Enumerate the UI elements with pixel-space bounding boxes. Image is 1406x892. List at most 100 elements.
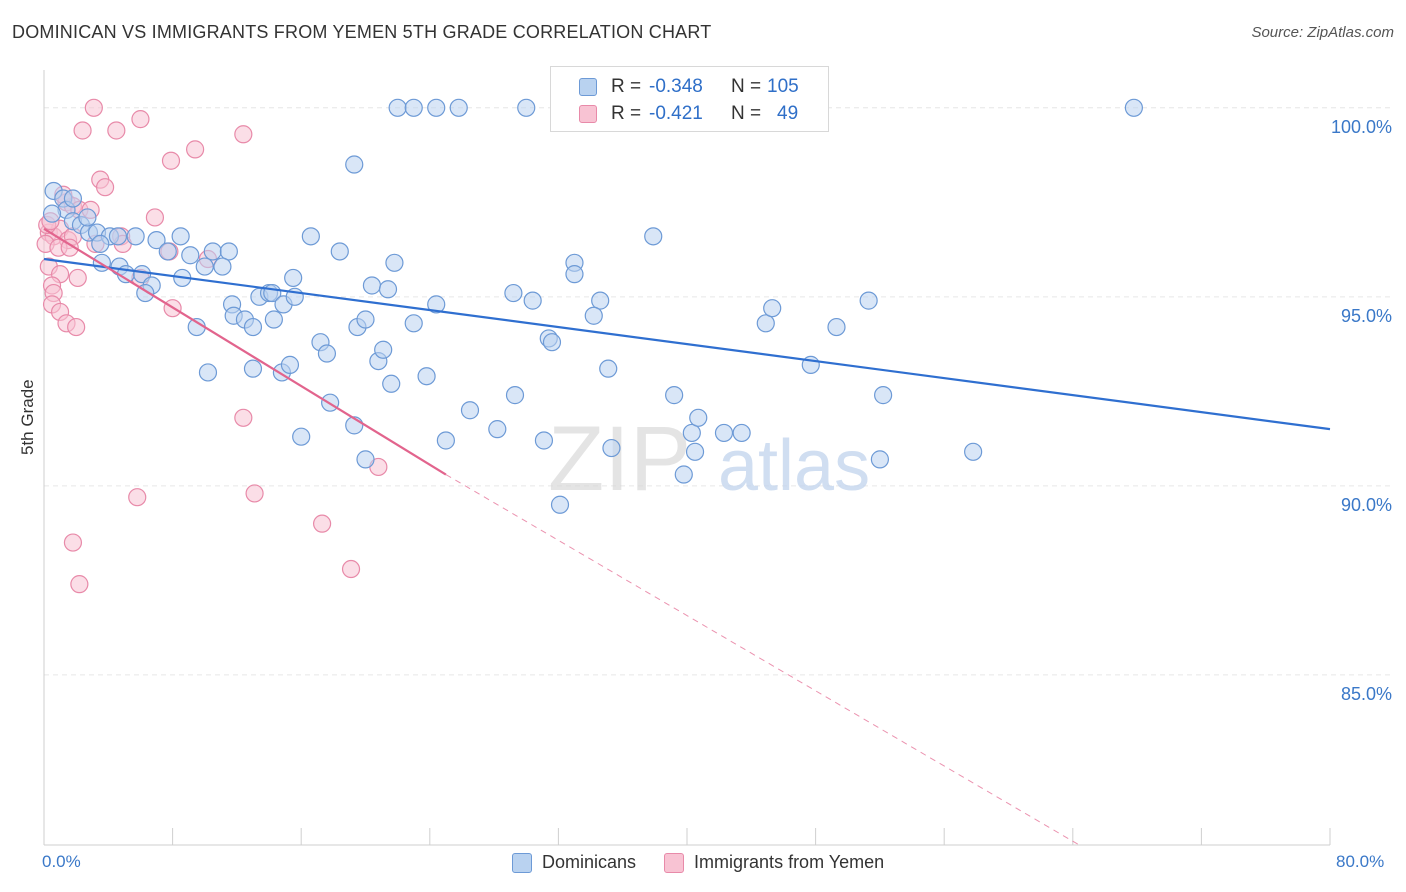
stats-r-label: R =: [611, 103, 642, 124]
point-dominicans: [763, 299, 782, 318]
point-dominicans: [417, 367, 436, 386]
point-dominicans: [280, 355, 300, 374]
point-dominicans: [284, 268, 303, 288]
point-dominicans: [63, 189, 83, 208]
point-yemen: [84, 98, 103, 117]
point-dominicans: [449, 98, 468, 117]
point-dominicans: [171, 227, 190, 246]
point-dominicans: [126, 227, 145, 246]
point-dominicans: [859, 291, 878, 310]
point-dominicans: [523, 291, 542, 310]
point-dominicans: [356, 450, 375, 469]
stats-swatch-yemen: [579, 105, 597, 123]
point-yemen: [234, 408, 253, 427]
point-dominicans: [219, 242, 238, 261]
point-yemen: [107, 121, 126, 140]
axes: [43, 70, 1331, 846]
point-dominicans: [78, 208, 97, 227]
point-dominicans: [388, 98, 407, 117]
point-dominicans: [665, 386, 684, 405]
trend-line-dominicans: [43, 257, 1331, 431]
point-dominicans: [362, 276, 382, 295]
point-dominicans: [591, 291, 610, 310]
point-dominicans: [644, 227, 663, 246]
point-dominicans: [517, 98, 536, 117]
point-dominicans: [108, 227, 128, 246]
point-dominicans: [158, 242, 177, 261]
source-label: Source: ZipAtlas.com: [1251, 24, 1394, 41]
point-dominicans: [870, 450, 890, 469]
stats-row-yemen: R = -0.421 N = 49: [551, 99, 828, 129]
chart-title: DOMINICAN VS IMMIGRANTS FROM YEMEN 5TH G…: [12, 22, 712, 42]
point-dominicans: [317, 344, 337, 363]
trend-line-yemen-extension: [445, 474, 1080, 846]
stats-n-label: N =: [731, 103, 762, 124]
point-dominicans: [378, 280, 398, 299]
point-dominicans: [584, 306, 603, 325]
stats-swatch-dominicans: [579, 78, 597, 96]
point-yemen: [341, 559, 361, 579]
y-tick-label: 90.0%: [1341, 495, 1392, 515]
series-yemen-points: [36, 98, 388, 594]
point-yemen: [60, 238, 79, 257]
point-dominicans: [756, 314, 775, 333]
point-dominicans: [674, 465, 693, 484]
y-tick-label: 95.0%: [1341, 306, 1392, 326]
point-dominicans: [732, 423, 751, 443]
point-dominicans: [42, 204, 62, 223]
point-dominicans: [356, 310, 375, 329]
point-dominicans: [404, 98, 423, 117]
point-yemen: [312, 514, 332, 533]
point-dominicans: [382, 374, 401, 393]
point-dominicans: [542, 333, 562, 352]
point-dominicans: [345, 155, 364, 174]
point-dominicans: [436, 431, 455, 450]
point-dominicans: [964, 442, 983, 461]
point-yemen: [95, 178, 115, 197]
legend-item-yemen[interactable]: Immigrants from Yemen: [664, 852, 884, 873]
point-dominicans: [203, 242, 222, 261]
point-yemen: [128, 488, 147, 507]
point-dominicans: [874, 386, 893, 405]
point-yemen: [234, 125, 253, 144]
stats-n-value: 105: [767, 76, 799, 97]
legend-label-yemen: Immigrants from Yemen: [694, 852, 885, 872]
watermark: ZIP atlas: [548, 408, 870, 510]
stats-n-label: N =: [731, 76, 762, 97]
legend: Dominicans Immigrants from Yemen: [512, 852, 912, 873]
x-tick-label-max: 80.0%: [1336, 852, 1385, 871]
point-yemen: [63, 533, 83, 552]
point-dominicans: [565, 265, 584, 284]
point-yemen: [68, 268, 87, 288]
point-yemen: [161, 151, 181, 170]
point-dominicans: [213, 257, 232, 276]
point-dominicans: [243, 317, 263, 337]
stats-row-dominicans: R = -0.348 N = 105: [551, 72, 828, 102]
point-yemen: [186, 140, 205, 159]
legend-item-dominicans[interactable]: Dominicans: [512, 852, 636, 873]
watermark-zip: ZIP: [548, 408, 691, 510]
point-dominicans: [198, 363, 218, 382]
grid-lines: [44, 107, 1392, 676]
point-dominicans: [1124, 98, 1143, 117]
point-dominicans: [714, 423, 734, 443]
stats-r-value: -0.421: [649, 103, 703, 124]
point-dominicans: [460, 401, 480, 420]
point-dominicans: [827, 317, 846, 337]
legend-swatch-dominicans: [512, 852, 532, 873]
point-dominicans: [550, 495, 570, 514]
point-dominicans: [427, 295, 446, 314]
point-dominicans: [504, 283, 523, 303]
point-dominicans: [385, 253, 404, 272]
point-dominicans: [685, 442, 705, 461]
point-dominicans: [147, 231, 166, 250]
point-yemen: [70, 575, 89, 594]
point-dominicans: [301, 227, 320, 246]
point-dominicans: [534, 431, 554, 450]
series-dominicans-points: [42, 98, 1143, 514]
point-dominicans: [91, 234, 110, 254]
point-dominicans: [195, 257, 214, 276]
point-yemen: [245, 484, 264, 503]
y-tick-labels: 85.0% 90.0% 95.0% 100.0%: [1331, 117, 1392, 704]
stats-r-label: R =: [611, 76, 642, 97]
